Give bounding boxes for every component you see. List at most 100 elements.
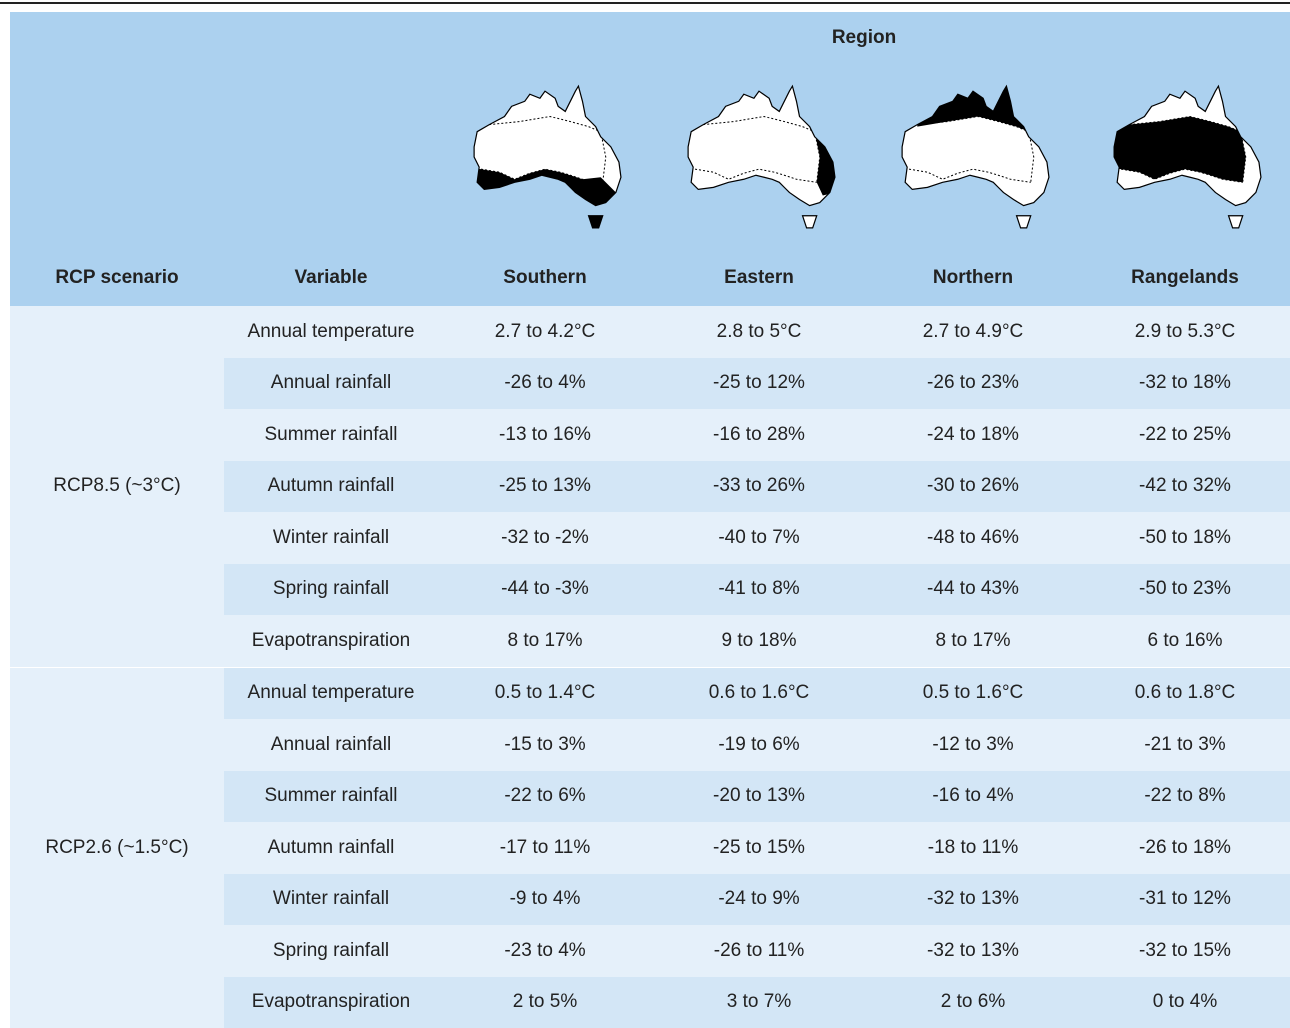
value-cell: 9 to 18%	[652, 615, 866, 667]
value-cell: -21 to 3%	[1080, 719, 1290, 771]
value-cell: -26 to 4%	[438, 357, 652, 409]
value-cell: -31 to 12%	[1080, 873, 1290, 925]
value-cell: 0.5 to 1.4°C	[438, 666, 652, 719]
variable-cell: Summer rainfall	[224, 409, 438, 461]
value-cell: 0 to 4%	[1080, 976, 1290, 1028]
value-cell: -32 to 13%	[866, 925, 1080, 977]
value-cell: -20 to 13%	[652, 770, 866, 822]
value-cell: -44 to -3%	[438, 563, 652, 615]
value-cell: -44 to 43%	[866, 563, 1080, 615]
region-label: Region	[438, 12, 1290, 64]
variable-cell: Spring rainfall	[224, 925, 438, 977]
australia-map	[687, 84, 836, 229]
table-row: Summer rainfall -22 to 6% -20 to 13% -16 to…	[10, 770, 1290, 822]
variable-cell: Winter rainfall	[224, 873, 438, 925]
column-header: Rangelands	[1080, 250, 1290, 306]
value-cell: -32 to 15%	[1080, 925, 1290, 977]
value-cell: 2.8 to 5°C	[652, 306, 866, 358]
value-cell: -22 to 6%	[438, 770, 652, 822]
scenario-cell: RCP8.5 (~3°C)	[10, 306, 224, 667]
table-row: Spring rainfall -23 to 4% -26 to 11% -32 to…	[10, 925, 1290, 977]
variable-cell: Winter rainfall	[224, 512, 438, 564]
value-cell: -50 to 23%	[1080, 563, 1290, 615]
scenario-cell: RCP2.6 (~1.5°C)	[10, 666, 224, 1028]
value-cell: -26 to 18%	[1080, 822, 1290, 874]
region-map	[1080, 64, 1290, 250]
value-cell: -32 to 18%	[1080, 357, 1290, 409]
table-row: Autumn rainfall -17 to 11% -25 to 15% -18 t…	[10, 822, 1290, 874]
australia-map	[1113, 84, 1262, 229]
value-cell: -25 to 13%	[438, 460, 652, 512]
column-header: Eastern	[652, 250, 866, 306]
value-cell: -41 to 8%	[652, 563, 866, 615]
value-cell: -30 to 26%	[866, 460, 1080, 512]
value-cell: 3 to 7%	[652, 976, 866, 1028]
value-cell: -19 to 6%	[652, 719, 866, 771]
column-header: Variable	[224, 250, 438, 306]
value-cell: 0.6 to 1.6°C	[652, 666, 866, 719]
table-row: Autumn rainfall -25 to 13% -33 to 26% -30 t…	[10, 460, 1290, 512]
table-row: Spring rainfall -44 to -3% -41 to 8% -44 to…	[10, 563, 1290, 615]
value-cell: 6 to 16%	[1080, 615, 1290, 667]
value-cell: 2.7 to 4.2°C	[438, 306, 652, 358]
value-cell: 0.5 to 1.6°C	[866, 666, 1080, 719]
value-cell: -42 to 32%	[1080, 460, 1290, 512]
value-cell: -18 to 11%	[866, 822, 1080, 874]
value-cell: 2 to 5%	[438, 976, 652, 1028]
variable-cell: Evapotranspiration	[224, 615, 438, 667]
top-rule	[0, 2, 1290, 4]
value-cell: -25 to 12%	[652, 357, 866, 409]
variable-cell: Autumn rainfall	[224, 460, 438, 512]
value-cell: -16 to 4%	[866, 770, 1080, 822]
region-map	[652, 64, 866, 250]
value-cell: 2.7 to 4.9°C	[866, 306, 1080, 358]
value-cell: -33 to 26%	[652, 460, 866, 512]
value-cell: -50 to 18%	[1080, 512, 1290, 564]
table-row: RCP2.6 (~1.5°C) Annual temperature 0.5 to …	[10, 666, 1290, 1028]
value-cell: -9 to 4%	[438, 873, 652, 925]
value-cell: 8 to 17%	[866, 615, 1080, 667]
region-map	[438, 64, 652, 250]
variable-cell: Annual temperature	[224, 666, 438, 719]
blank	[10, 12, 438, 64]
value-cell: -24 to 18%	[866, 409, 1080, 461]
value-cell: -24 to 9%	[652, 873, 866, 925]
value-cell: -26 to 11%	[652, 925, 866, 977]
value-cell: -17 to 11%	[438, 822, 652, 874]
value-cell: -13 to 16%	[438, 409, 652, 461]
value-cell: -32 to 13%	[866, 873, 1080, 925]
value-cell: -16 to 28%	[652, 409, 866, 461]
value-cell: -48 to 46%	[866, 512, 1080, 564]
table-row: Evapotranspiration 8 to 17% 9 to 18% 8 to 1…	[10, 615, 1290, 667]
projection-table: Region RCP scenario Variable Southern Easte…	[10, 12, 1290, 1028]
value-cell: -15 to 3%	[438, 719, 652, 771]
table-row: Winter rainfall -9 to 4% -24 to 9% -32 to 1…	[10, 873, 1290, 925]
value-cell: 0.6 to 1.8°C	[1080, 666, 1290, 719]
value-cell: -26 to 23%	[866, 357, 1080, 409]
variable-cell: Autumn rainfall	[224, 822, 438, 874]
table-row: Summer rainfall -13 to 16% -16 to 28% -24 t…	[10, 409, 1290, 461]
variable-cell: Evapotranspiration	[224, 976, 438, 1028]
column-header: Northern	[866, 250, 1080, 306]
value-cell: -22 to 8%	[1080, 770, 1290, 822]
variable-cell: Annual temperature	[224, 306, 438, 358]
table-row: Evapotranspiration 2 to 5% 3 to 7% 2 to 6% 0…	[10, 976, 1290, 1028]
table-row: Annual rainfall -26 to 4% -25 to 12% -26 to…	[10, 357, 1290, 409]
variable-cell: Annual rainfall	[224, 719, 438, 771]
value-cell: -32 to -2%	[438, 512, 652, 564]
table-row: Winter rainfall -32 to -2% -40 to 7% -48 to…	[10, 512, 1290, 564]
value-cell: 2 to 6%	[866, 976, 1080, 1028]
value-cell: -25 to 15%	[652, 822, 866, 874]
variable-cell: Spring rainfall	[224, 563, 438, 615]
value-cell: 8 to 17%	[438, 615, 652, 667]
value-cell: -23 to 4%	[438, 925, 652, 977]
table-row: RCP8.5 (~3°C) Annual temperature 2.7 to 4.…	[10, 306, 1290, 667]
australia-map	[473, 84, 622, 229]
table-row: Annual rainfall -15 to 3% -19 to 6% -12 to …	[10, 719, 1290, 771]
australia-map	[901, 84, 1050, 229]
value-cell: 2.9 to 5.3°C	[1080, 306, 1290, 358]
value-cell: -40 to 7%	[652, 512, 866, 564]
value-cell: -22 to 25%	[1080, 409, 1290, 461]
value-cell: -12 to 3%	[866, 719, 1080, 771]
